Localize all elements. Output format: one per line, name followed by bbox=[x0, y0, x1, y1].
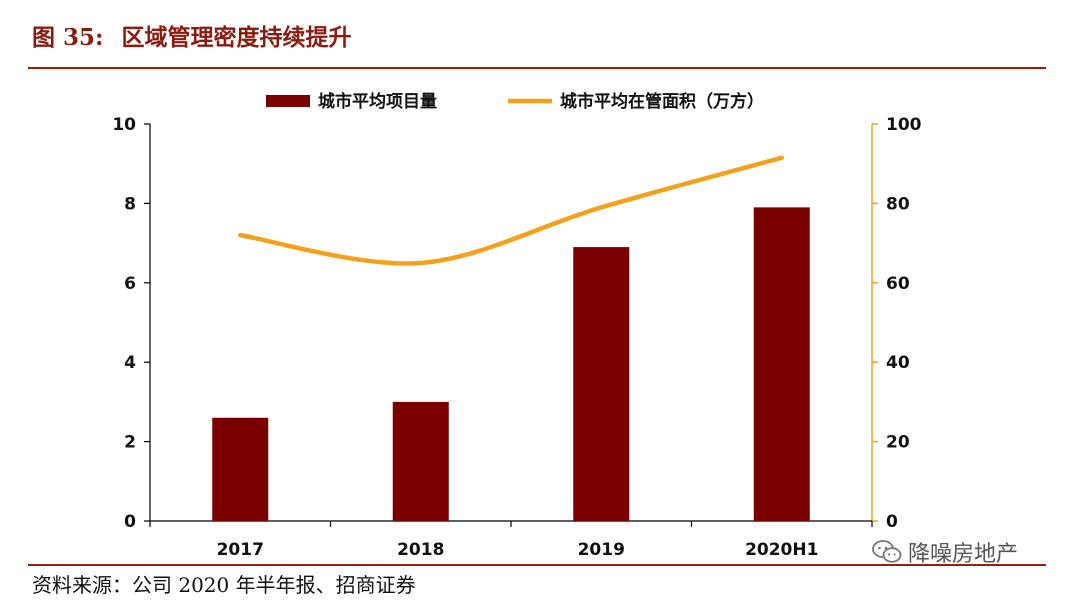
legend-label-line: 城市平均在管面积（万方） bbox=[560, 91, 764, 112]
top-divider bbox=[28, 67, 1046, 69]
y-left-tick-label: 10 bbox=[112, 115, 136, 135]
figure-number: 图 35: bbox=[32, 24, 104, 51]
figure-title: 图 35: 区域管理密度持续提升 bbox=[32, 18, 352, 52]
y-left-tick-label: 0 bbox=[124, 512, 136, 532]
watermark-text: 降噪房地产 bbox=[908, 542, 1019, 567]
bar bbox=[212, 417, 269, 521]
line-series bbox=[238, 155, 784, 266]
x-category-label: 2017 bbox=[217, 540, 264, 560]
y-left-tick-label: 2 bbox=[124, 433, 136, 453]
legend-swatch-bar bbox=[266, 95, 310, 107]
y-left-tick-label: 8 bbox=[124, 194, 136, 214]
x-category-label: 2019 bbox=[578, 540, 625, 560]
y-right-tick-label: 60 bbox=[886, 274, 910, 294]
y-right-tick-label: 0 bbox=[886, 512, 898, 532]
y-right-tick-label: 80 bbox=[886, 194, 910, 214]
x-category-label: 2018 bbox=[397, 540, 444, 560]
bar bbox=[573, 247, 630, 521]
y-right-tick-label: 100 bbox=[886, 115, 922, 135]
y-right-tick-label: 40 bbox=[886, 353, 910, 373]
watermark: 降噪房地产 bbox=[872, 536, 1018, 568]
bar bbox=[392, 401, 449, 521]
x-category-label: 2020H1 bbox=[745, 540, 818, 560]
bottom-divider bbox=[28, 564, 1046, 566]
y-left-tick-label: 4 bbox=[124, 353, 136, 373]
y-left-tick-label: 6 bbox=[124, 274, 136, 294]
bar bbox=[753, 207, 810, 521]
y-right-tick-label: 20 bbox=[886, 433, 910, 453]
legend-label-bar: 城市平均项目量 bbox=[318, 91, 437, 112]
figure-name: 区域管理密度持续提升 bbox=[121, 24, 352, 51]
source-note: 资料来源：公司 2020 年半年报、招商证券 bbox=[32, 573, 416, 597]
wechat-icon bbox=[872, 540, 902, 563]
